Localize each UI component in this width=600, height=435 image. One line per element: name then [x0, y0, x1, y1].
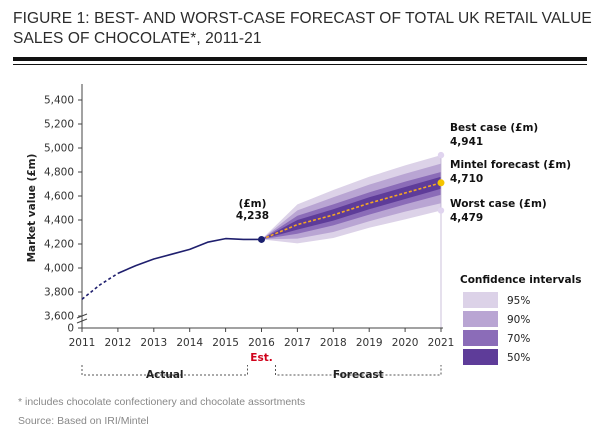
source-note: Source: Based on IRI/Mintel	[18, 415, 149, 427]
y-tick-label: 5,400	[44, 95, 74, 107]
worst-case-value: 4,479	[450, 212, 483, 224]
x-tick-label: 2017	[284, 337, 311, 349]
y-tick-label: 5,200	[44, 119, 74, 131]
best-case-value: 4,941	[450, 136, 483, 148]
forecast-period-bracket	[275, 365, 442, 376]
actual-period-label: Actual	[146, 369, 184, 381]
legend-label-70: 70%	[507, 333, 530, 345]
x-tick-label: 2013	[140, 337, 167, 349]
y-tick-label: 4,400	[44, 215, 74, 227]
y-tick-label: 4,600	[44, 191, 74, 203]
legend-label-95: 95%	[507, 295, 530, 307]
actual-period-bracket	[81, 365, 248, 376]
x-tick-label: 2014	[176, 337, 203, 349]
worst-case-point	[437, 207, 445, 214]
confidence-band-50	[261, 176, 441, 240]
forecast-chart: 03,600 3,800 4,000 4,200 4,400 4,600 4,800 5,00…	[26, 84, 581, 381]
chart-title: FIGURE 1: BEST- AND WORST-CASE FORECAST …	[13, 9, 593, 49]
best-case-label: Best case (£m)	[450, 122, 538, 134]
legend-label-50: 50%	[507, 352, 530, 364]
y-tick-label: 4,800	[44, 167, 74, 179]
legend-swatch-95	[463, 292, 498, 308]
best-case-point	[437, 151, 445, 159]
est-point-label: (£m)	[239, 198, 267, 210]
legend-swatch-70	[463, 330, 498, 346]
x-tick-label: 2015	[212, 337, 239, 349]
y-tick-label: 3,800	[44, 287, 74, 299]
mintel-forecast-point	[437, 179, 445, 187]
legend-swatch-90	[463, 311, 498, 327]
y-tick-label: 4,200	[44, 239, 74, 251]
est-label: Est.	[250, 352, 272, 364]
forecast-period-label: Forecast	[333, 369, 384, 381]
est-point	[258, 235, 265, 243]
mintel-forecast-value: 4,710	[450, 173, 483, 185]
x-tick-label: 2020	[392, 337, 419, 349]
x-tick-label: 2018	[320, 337, 347, 349]
y-tick-label: 0	[67, 323, 74, 335]
title-rule-thin	[13, 64, 587, 65]
x-tick-label: 2012	[105, 337, 132, 349]
footnote: * includes chocolate confectionery and c…	[18, 396, 306, 408]
legend-swatch-50	[463, 349, 498, 365]
legend-label-90: 90%	[507, 314, 530, 326]
actual-line	[117, 237, 262, 275]
x-tick-label: 2011	[69, 337, 96, 349]
actual-line-dashed	[81, 272, 119, 300]
title-rule-thick	[13, 57, 587, 61]
y-tick-label: 4,000	[44, 263, 74, 275]
chart-title-line-1: FIGURE 1: BEST- AND WORST-CASE FORECAST …	[13, 10, 592, 27]
mintel-forecast-line	[261, 182, 442, 241]
est-point-value: 4,238	[236, 210, 269, 222]
legend-title: Confidence intervals	[460, 274, 581, 286]
chart-title-line-2: SALES OF CHOCOLATE*, 2011-21	[13, 30, 262, 47]
x-tick-label: 2021	[428, 337, 455, 349]
x-tick-label: 2016	[248, 337, 275, 349]
x-tick-label: 2019	[356, 337, 383, 349]
y-axis-title: Market value (£m)	[26, 154, 38, 263]
worst-case-label: Worst case (£m)	[450, 198, 547, 210]
mintel-forecast-label: Mintel forecast (£m)	[450, 159, 571, 171]
y-tick-label: 5,000	[44, 143, 74, 155]
y-tick-label: 3,600	[44, 311, 74, 323]
